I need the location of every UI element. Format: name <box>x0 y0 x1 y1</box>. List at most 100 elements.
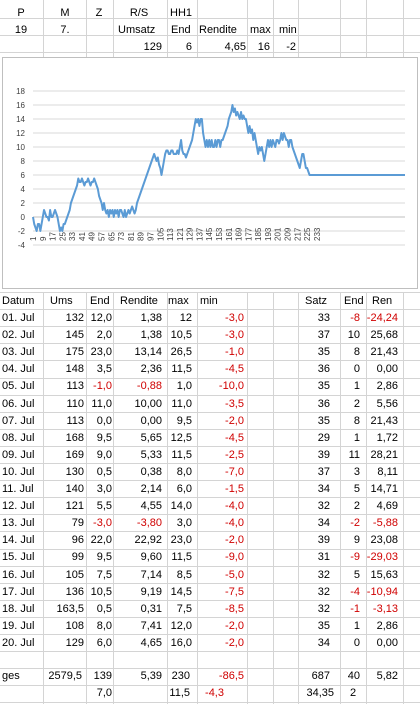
cell-datum[interactable]: 09. Jul <box>2 449 35 461</box>
cell-max[interactable]: 3,0 <box>176 517 192 529</box>
cell-satz[interactable]: 29 <box>317 432 330 444</box>
cell-ums[interactable]: 130 <box>65 466 84 478</box>
cell-satz[interactable]: 35 <box>317 415 330 427</box>
cell-satz[interactable]: 37 <box>317 329 330 341</box>
cell-end2[interactable]: -8 <box>350 312 360 324</box>
label-end[interactable]: End <box>171 24 191 36</box>
cell-datum[interactable]: 01. Jul <box>2 312 35 324</box>
label-umsatz[interactable]: Umsatz <box>118 24 156 36</box>
cell-rendite[interactable]: 2,36 <box>140 363 162 375</box>
col-header-datum[interactable]: Datum <box>2 295 35 307</box>
cell-satz[interactable]: 32 <box>317 569 330 581</box>
cell-min[interactable]: -8,5 <box>225 603 244 615</box>
cell-end[interactable]: 2,0 <box>96 329 112 341</box>
cell-ums[interactable]: 113 <box>66 380 84 392</box>
cell-ren[interactable]: 1,72 <box>376 432 398 444</box>
cell-ums[interactable]: 140 <box>65 483 84 495</box>
cell-rendite[interactable]: 4,55 <box>140 500 162 512</box>
p-value[interactable]: 19 <box>14 24 28 36</box>
cell-rendite[interactable]: -0,88 <box>136 380 162 392</box>
cell-rendite[interactable]: 0,00 <box>140 415 162 427</box>
totals-rendite[interactable]: 5,39 <box>140 670 162 682</box>
cell-max[interactable]: 6,0 <box>176 483 192 495</box>
header-hh1[interactable]: HH1 <box>170 7 193 19</box>
cell-end[interactable]: 0,5 <box>96 466 112 478</box>
cell-end[interactable]: 11,0 <box>91 398 112 410</box>
cell-ums[interactable]: 175 <box>65 346 84 358</box>
cell-min[interactable]: -7,5 <box>225 586 244 598</box>
cell-ums[interactable]: 113 <box>66 415 84 427</box>
avg-end2[interactable]: 2 <box>350 687 357 699</box>
cell-datum[interactable]: 14. Jul <box>2 534 35 546</box>
cell-rendite[interactable]: 13,14 <box>134 346 162 358</box>
cell-end2[interactable]: 10 <box>347 329 360 341</box>
cell-min[interactable]: -4,0 <box>225 517 244 529</box>
cell-ren[interactable]: -3,13 <box>372 603 398 615</box>
cell-ren[interactable]: 15,63 <box>370 569 398 581</box>
cell-satz[interactable]: 34 <box>317 483 330 495</box>
cell-min[interactable]: -2,0 <box>225 620 244 632</box>
rendite-value[interactable]: 4,65 <box>224 41 246 53</box>
cell-ums[interactable]: 129 <box>65 637 84 649</box>
cell-ums[interactable]: 105 <box>65 569 84 581</box>
cell-datum[interactable]: 02. Jul <box>2 329 35 341</box>
cell-satz[interactable]: 35 <box>317 620 330 632</box>
col-header-satz[interactable]: Satz <box>305 295 328 307</box>
cell-datum[interactable]: 08. Jul <box>2 432 35 444</box>
cell-rendite[interactable]: 0,38 <box>140 466 162 478</box>
cell-end[interactable]: 3,5 <box>96 363 112 375</box>
cell-end[interactable]: 8,0 <box>96 620 112 632</box>
cell-satz[interactable]: 39 <box>317 449 330 461</box>
cell-min[interactable]: -1,5 <box>225 483 244 495</box>
cell-min[interactable]: -10,0 <box>218 380 244 392</box>
cell-end2[interactable]: 1 <box>353 432 360 444</box>
cell-end2[interactable]: -4 <box>350 586 360 598</box>
cell-rendite[interactable]: 7,41 <box>140 620 162 632</box>
cell-min[interactable]: -2,0 <box>225 534 244 546</box>
cell-satz[interactable]: 35 <box>317 380 330 392</box>
cell-end2[interactable]: 2 <box>353 500 360 512</box>
avg-min[interactable]: -4,3 <box>205 687 224 699</box>
cell-min[interactable]: -4,5 <box>225 432 244 444</box>
cell-ren[interactable]: 23,08 <box>370 534 398 546</box>
cell-end[interactable]: 6,0 <box>96 637 112 649</box>
cell-ren[interactable]: 28,21 <box>370 449 398 461</box>
max-value[interactable]: 16 <box>257 41 270 53</box>
cell-datum[interactable]: 13. Jul <box>2 517 35 529</box>
cell-end[interactable]: 0,5 <box>96 603 112 615</box>
header-p[interactable]: P <box>17 7 25 19</box>
cell-end2[interactable]: 8 <box>353 415 360 427</box>
cell-rendite[interactable]: 0,31 <box>140 603 162 615</box>
cell-satz[interactable]: 36 <box>317 363 330 375</box>
cell-ums[interactable]: 99 <box>71 551 84 563</box>
cell-end[interactable]: 7,5 <box>96 569 112 581</box>
cell-satz[interactable]: 31 <box>317 551 330 563</box>
cell-end2[interactable]: 2 <box>353 398 360 410</box>
cell-rendite[interactable]: 22,92 <box>134 534 162 546</box>
cell-rendite[interactable]: 9,60 <box>140 551 162 563</box>
label-rendite[interactable]: Rendite <box>199 24 237 36</box>
label-min[interactable]: min <box>279 24 297 36</box>
cell-max[interactable]: 1,0 <box>176 380 192 392</box>
m-value[interactable]: 7. <box>60 24 70 36</box>
cell-end2[interactable]: 3 <box>353 466 360 478</box>
cell-end[interactable]: 5,5 <box>96 500 112 512</box>
cell-end2[interactable]: -2 <box>350 517 360 529</box>
cell-max[interactable]: 10,5 <box>170 329 192 341</box>
avg-satz[interactable]: 34,35 <box>306 687 334 699</box>
cell-max[interactable]: 11,5 <box>171 363 192 375</box>
cell-satz[interactable]: 35 <box>317 346 330 358</box>
cell-end[interactable]: 10,5 <box>90 586 112 598</box>
cell-ren[interactable]: 4,69 <box>376 500 398 512</box>
cell-ums[interactable]: 136 <box>65 586 84 598</box>
cell-satz[interactable]: 32 <box>317 586 330 598</box>
cell-ums[interactable]: 108 <box>65 620 84 632</box>
cell-satz[interactable]: 32 <box>317 603 330 615</box>
cell-max[interactable]: 7,5 <box>176 603 192 615</box>
col-header-end[interactable]: End <box>90 295 110 307</box>
cell-max[interactable]: 11,0 <box>171 398 192 410</box>
cell-datum[interactable]: 16. Jul <box>2 569 35 581</box>
cell-min[interactable]: -7,0 <box>225 466 244 478</box>
cell-min[interactable]: -2,5 <box>225 449 244 461</box>
cell-rendite[interactable]: 7,14 <box>140 569 162 581</box>
